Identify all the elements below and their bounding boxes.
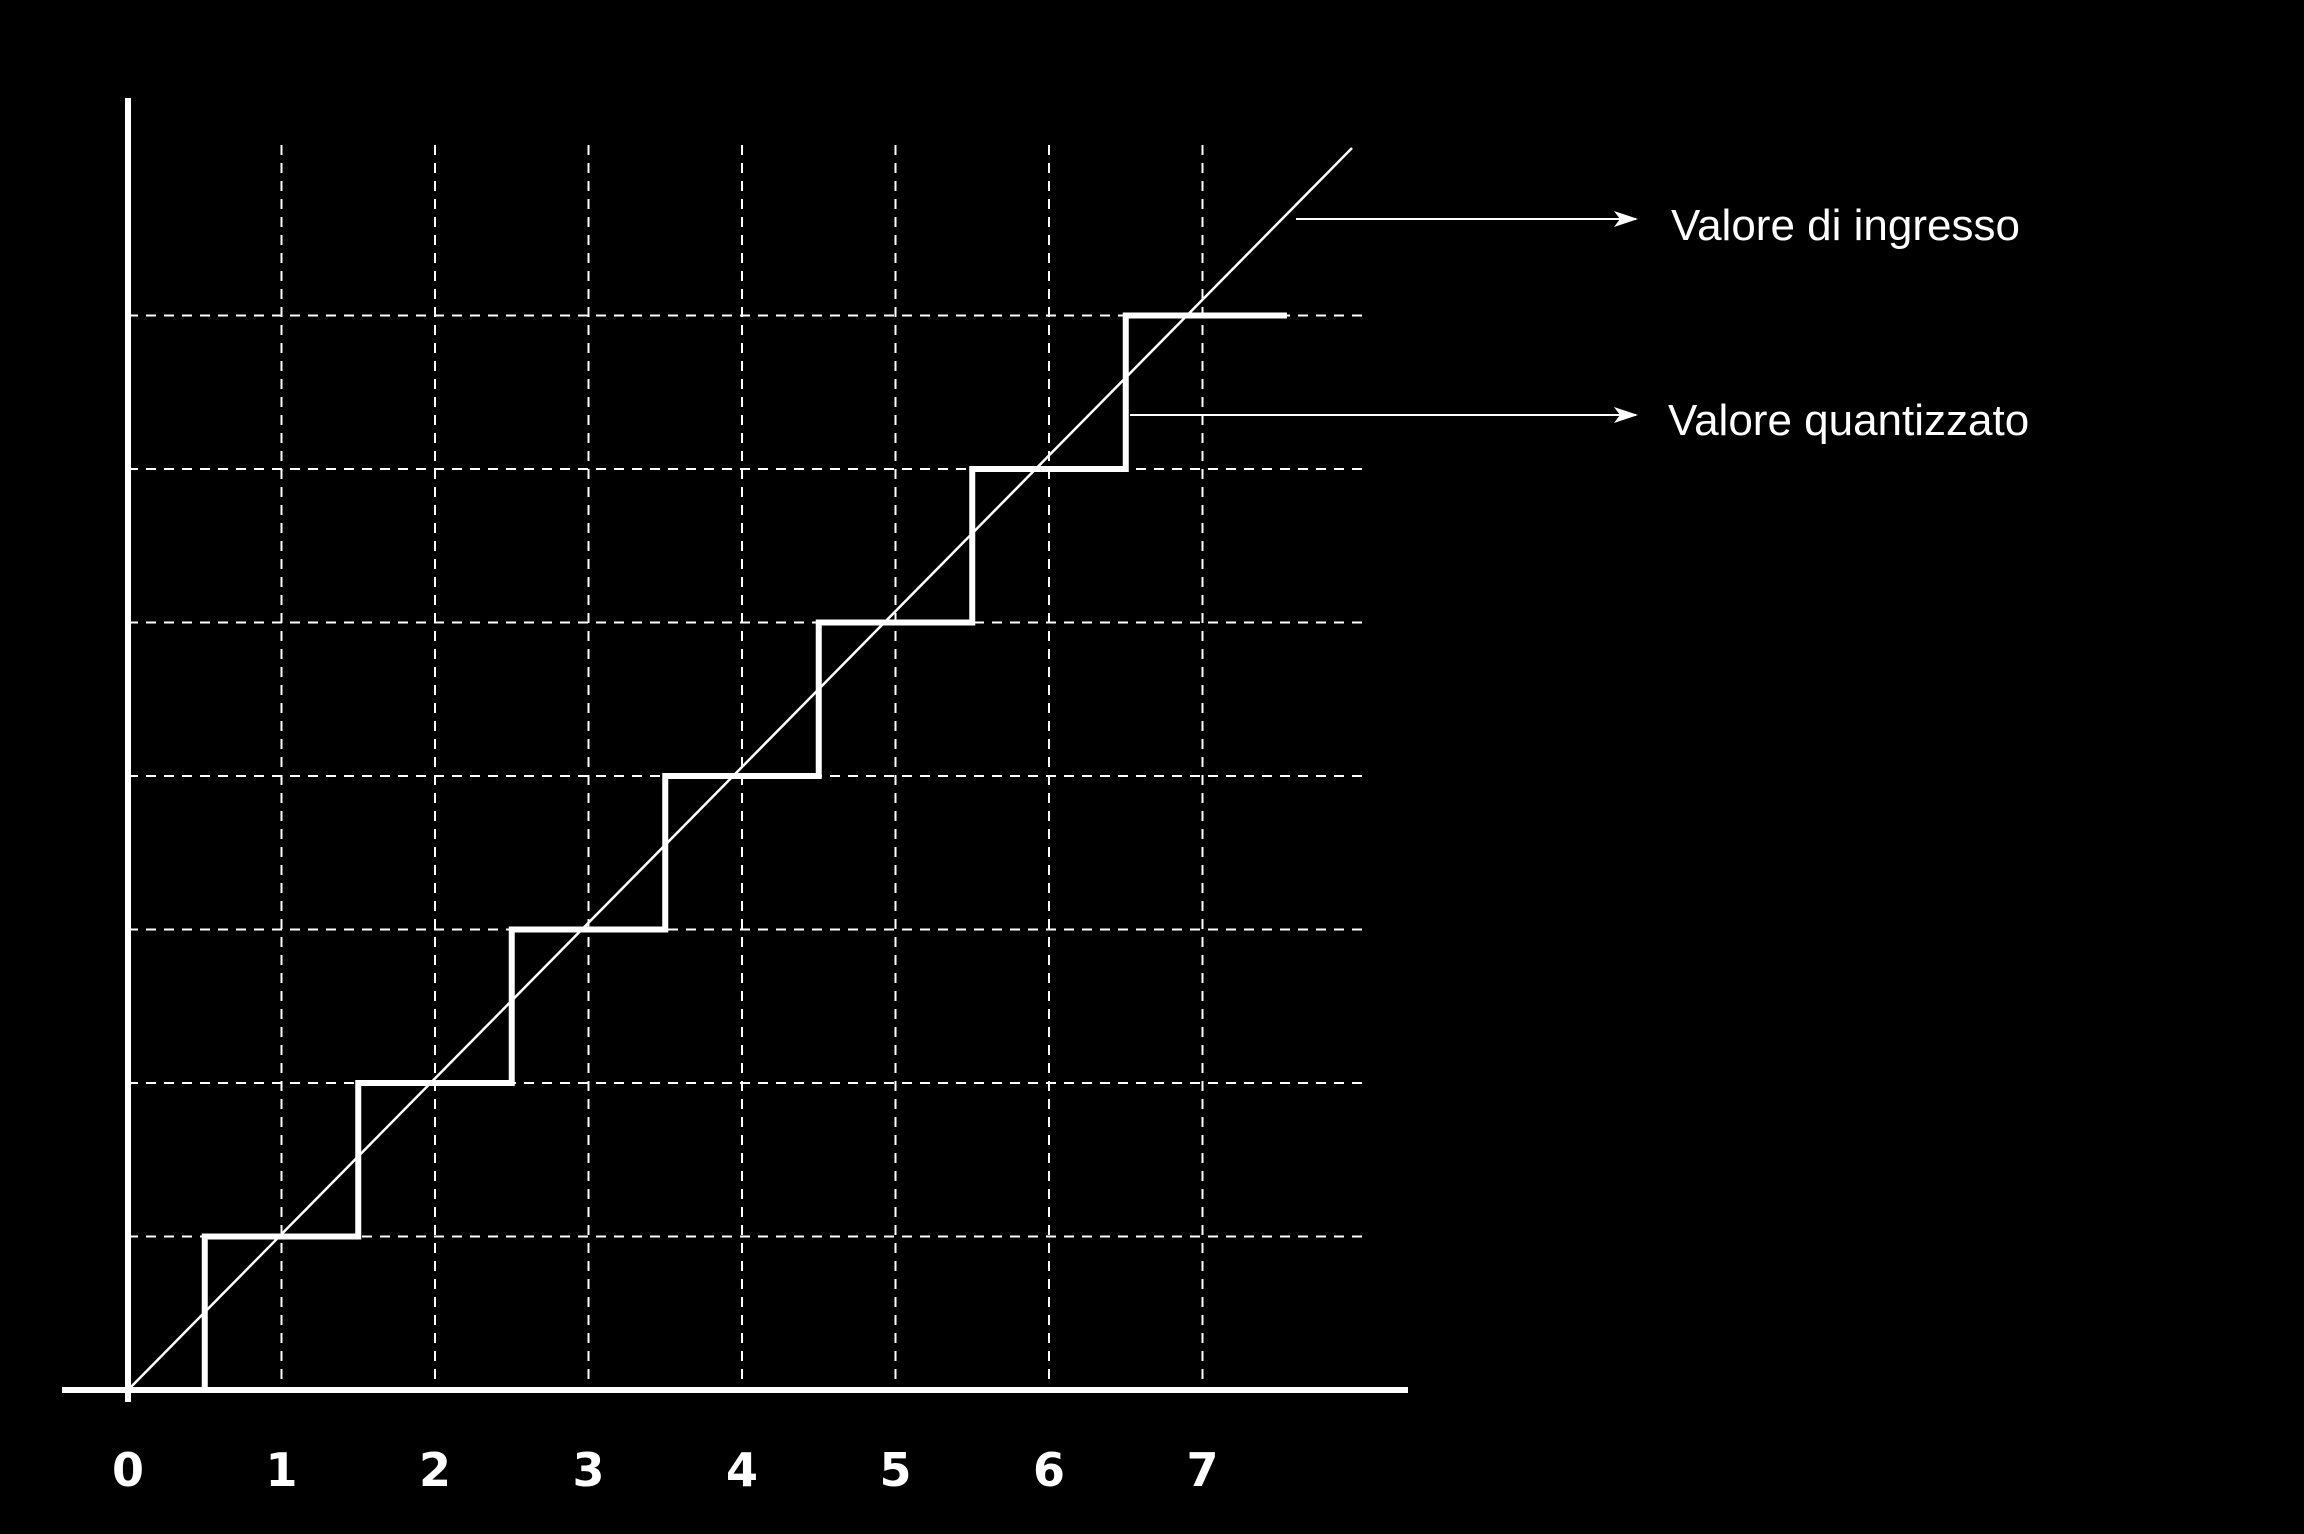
x-tick-label-2: 2 (419, 1443, 451, 1497)
legend-entry-input: Valore di ingresso (1296, 201, 2020, 250)
series (127, 147, 1353, 1391)
input-value-line (127, 147, 1353, 1391)
x-tick-label-4: 4 (726, 1443, 758, 1497)
legend: Valore di ingresso Valore quantizzato (1130, 201, 2029, 445)
legend-label-input: Valore di ingresso (1671, 201, 2020, 250)
x-tick-label-0: 0 (112, 1443, 144, 1497)
x-tick-label-6: 6 (1033, 1443, 1065, 1497)
quantized-staircase (201, 312, 1287, 1390)
axes (62, 98, 1408, 1402)
x-tick-label-1: 1 (265, 1443, 297, 1497)
legend-entry-quantized: Valore quantizzato (1130, 396, 2029, 445)
x-tick-labels: 0 1 2 3 4 5 6 7 (112, 1443, 1219, 1497)
legend-label-quantized: Valore quantizzato (1668, 396, 2029, 445)
x-tick-label-3: 3 (572, 1443, 604, 1497)
x-tick-label-5: 5 (879, 1443, 911, 1497)
x-tick-label-7: 7 (1186, 1443, 1218, 1497)
